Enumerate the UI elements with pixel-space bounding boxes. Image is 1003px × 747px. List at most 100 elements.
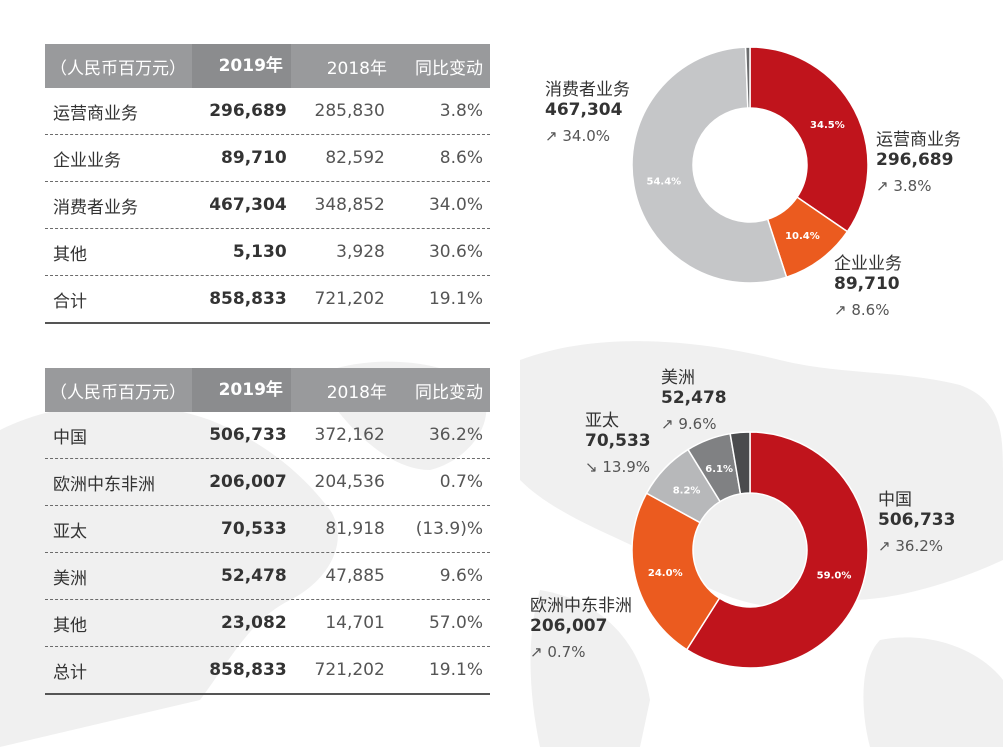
callout-consumer: 消费者业务 467,304 ↗ 34.0% (545, 80, 630, 145)
value-yoy: 0.7% (439, 472, 483, 492)
table-row: 中国 506,733 372,162 36.2% (45, 412, 490, 459)
table-header: （人民币百万元） 2019年 2018年 同比变动 (45, 44, 490, 88)
value-yoy: 57.0% (428, 613, 483, 633)
col-2019-header: 2019年 (192, 368, 291, 412)
callout-growth: ↗ 3.8% (876, 176, 932, 195)
callout-growth: ↗ 34.0% (545, 126, 611, 145)
arrow-up-icon: ↗ (876, 176, 889, 195)
value-2019: 52,478 (221, 566, 287, 586)
value-yoy: 36.2% (428, 425, 483, 445)
value-2018: 47,885 (325, 566, 385, 586)
callout-name: 企业业务 (834, 254, 902, 274)
table-row: 其他 23,082 14,701 57.0% (45, 600, 490, 647)
value-yoy: 8.6% (439, 148, 483, 168)
callout-name: 中国 (878, 490, 912, 510)
value-yoy: 9.6% (439, 566, 483, 586)
table-total-row: 合计 858,833 721,202 19.1% (45, 276, 490, 324)
value-yoy: 3.8% (439, 101, 483, 121)
callout-value: 296,689 (876, 150, 954, 171)
col-2018-header: 2018年 (326, 382, 387, 403)
row-label: 消费者业务 (53, 197, 138, 218)
slice-percent-label: 6.1% (705, 464, 733, 475)
row-label: 总计 (53, 662, 87, 683)
callout-name: 消费者业务 (545, 80, 630, 100)
slice-percent-label: 54.4% (647, 176, 682, 187)
table-row: 亚太 70,533 81,918 (13.9)% (45, 506, 490, 553)
value-2019: 858,833 (209, 660, 287, 680)
donut-slice (749, 46, 869, 233)
col-2018-header: 2018年 (326, 58, 387, 79)
donut-slice (631, 492, 721, 651)
callout-value: 89,710 (834, 274, 900, 295)
value-2019: 467,304 (209, 195, 287, 215)
value-yoy: 30.6% (428, 242, 483, 262)
value-2019: 89,710 (221, 148, 287, 168)
business-segment-donut-chart: 34.5% 10.4% 54.4% (631, 46, 869, 284)
row-label: 中国 (53, 427, 87, 448)
slice-percent-label: 10.4% (785, 231, 820, 242)
value-2019: 23,082 (221, 613, 287, 633)
table-row: 企业业务 89,710 82,592 8.6% (45, 135, 490, 182)
callout-americas: 美洲 52,478 ↗ 9.6% (661, 368, 727, 433)
table-total-row: 总计 858,833 721,202 19.1% (45, 647, 490, 695)
value-2018: 204,536 (314, 472, 385, 492)
callout-carrier: 运营商业务 296,689 ↗ 3.8% (876, 130, 961, 195)
unit-header: （人民币百万元） (50, 382, 186, 403)
arrow-up-icon: ↗ (834, 300, 847, 319)
callout-name: 运营商业务 (876, 130, 961, 150)
row-label: 企业业务 (53, 150, 121, 171)
col-yoy-header: 同比变动 (415, 58, 484, 79)
callout-enterprise: 企业业务 89,710 ↗ 8.6% (834, 254, 902, 319)
table-row: 其他 5,130 3,928 30.6% (45, 229, 490, 276)
donut-slice (729, 431, 751, 495)
callout-apac: 亚太 70,533 ↘ 13.9% (585, 411, 651, 476)
slice-percent-label: 59.0% (817, 570, 852, 581)
value-2018: 285,830 (314, 101, 385, 121)
callout-name: 亚太 (585, 411, 619, 431)
business-segment-table: （人民币百万元） 2019年 2018年 同比变动 运营商业务 296,689 … (45, 44, 490, 324)
callout-growth: ↗ 36.2% (878, 536, 944, 555)
callout-growth: ↗ 8.6% (834, 300, 890, 319)
row-label: 亚太 (53, 521, 87, 542)
row-label: 其他 (53, 244, 87, 265)
region-donut-chart: 59.0% 24.0% 8.2% 6.1% (631, 431, 869, 669)
table-row: 运营商业务 296,689 285,830 3.8% (45, 88, 490, 135)
callout-value: 467,304 (545, 100, 623, 121)
callout-emea: 欧洲中东非洲 206,007 ↗ 0.7% (530, 596, 632, 661)
table-row: 美洲 52,478 47,885 9.6% (45, 553, 490, 600)
slice-percent-label: 34.5% (810, 120, 845, 131)
value-2018: 3,928 (336, 242, 385, 262)
callout-value: 52,478 (661, 388, 727, 409)
table-header: （人民币百万元） 2019年 2018年 同比变动 (45, 368, 490, 412)
callout-value: 70,533 (585, 431, 651, 452)
slice-percent-label: 8.2% (673, 486, 701, 497)
row-label: 合计 (53, 291, 87, 312)
callout-china: 中国 506,733 ↗ 36.2% (878, 490, 955, 555)
value-2019: 858,833 (209, 289, 287, 309)
arrow-down-icon: ↘ (585, 457, 598, 476)
region-table: （人民币百万元） 2019年 2018年 同比变动 中国 506,733 372… (45, 368, 490, 695)
donut-slice (685, 431, 869, 669)
donut-slice (631, 46, 788, 284)
slice-percent-label: 24.0% (648, 568, 683, 579)
value-2018: 372,162 (314, 425, 385, 445)
callout-value: 206,007 (530, 616, 608, 637)
value-2019: 206,007 (209, 472, 287, 492)
value-2019: 296,689 (209, 101, 287, 121)
unit-header: （人民币百万元） (50, 58, 186, 79)
value-yoy: 34.0% (428, 195, 483, 215)
table-row: 欧洲中东非洲 206,007 204,536 0.7% (45, 459, 490, 506)
callout-name: 美洲 (661, 368, 695, 388)
donut-slice (744, 46, 751, 109)
value-2018: 14,701 (325, 613, 385, 633)
value-2019: 70,533 (221, 519, 287, 539)
arrow-up-icon: ↗ (878, 536, 891, 555)
row-label: 欧洲中东非洲 (53, 474, 155, 495)
row-label: 美洲 (53, 568, 87, 589)
value-2018: 721,202 (314, 289, 385, 309)
table-row: 消费者业务 467,304 348,852 34.0% (45, 182, 490, 229)
row-label: 其他 (53, 615, 87, 636)
arrow-up-icon: ↗ (661, 414, 674, 433)
value-2019: 506,733 (209, 425, 287, 445)
value-2018: 721,202 (314, 660, 385, 680)
